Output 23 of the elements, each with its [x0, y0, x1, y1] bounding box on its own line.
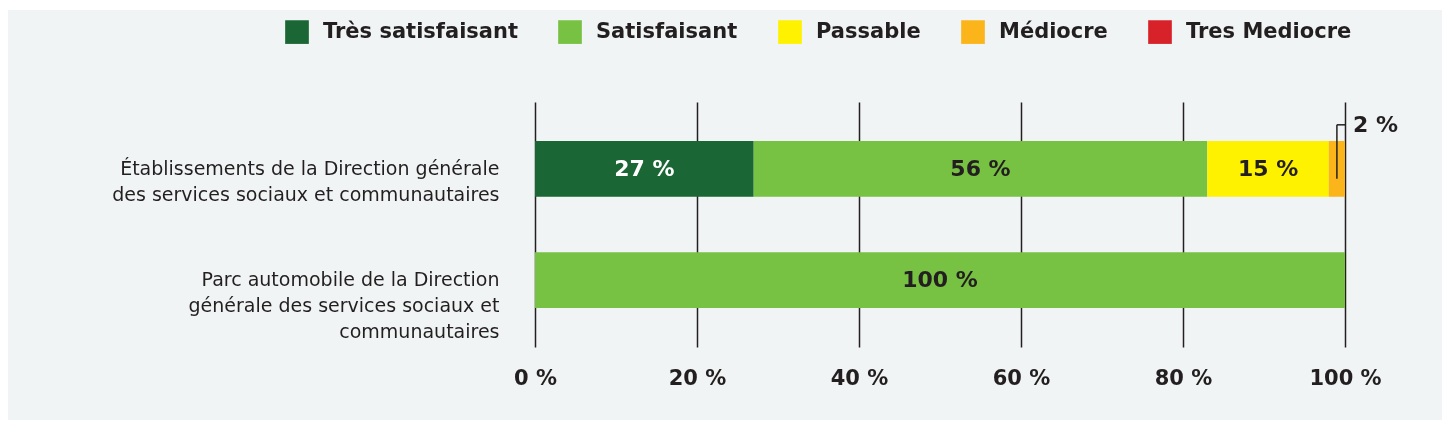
bar	[535, 140, 754, 197]
data-label: 27 %	[614, 155, 675, 181]
x-tick-label: 40 %	[830, 365, 889, 390]
y-tick-label: Parc automobile de la Direction générale des services sociaux et communautaires	[188, 268, 500, 343]
legend-label: Passable	[816, 19, 921, 44]
x-tick-label: 100 %	[1309, 365, 1382, 390]
y-tick-label: Établissements de la Direction générale des services sociaux et communautaires	[112, 156, 500, 205]
bar	[1207, 140, 1329, 197]
x-tick-label: 80 %	[1154, 365, 1213, 390]
data-label: 15 %	[1237, 155, 1299, 181]
bar	[535, 252, 1345, 309]
legend-label: Très satisfaisant	[323, 19, 518, 44]
x-tick-label: 20 %	[668, 365, 727, 390]
legend-label: Médiocre	[999, 19, 1108, 44]
legend-label: Satisfaisant	[596, 19, 738, 44]
legend-label: Tres Mediocre	[1186, 19, 1352, 44]
x-tick-label: 0 %	[514, 365, 557, 390]
data-label: 100 %	[902, 267, 978, 293]
data-label: 56 %	[950, 155, 1011, 181]
data-label: 2 %	[1353, 111, 1399, 137]
x-tick-label: 60 %	[992, 365, 1051, 390]
bar	[753, 140, 1208, 197]
bar	[1328, 140, 1345, 197]
